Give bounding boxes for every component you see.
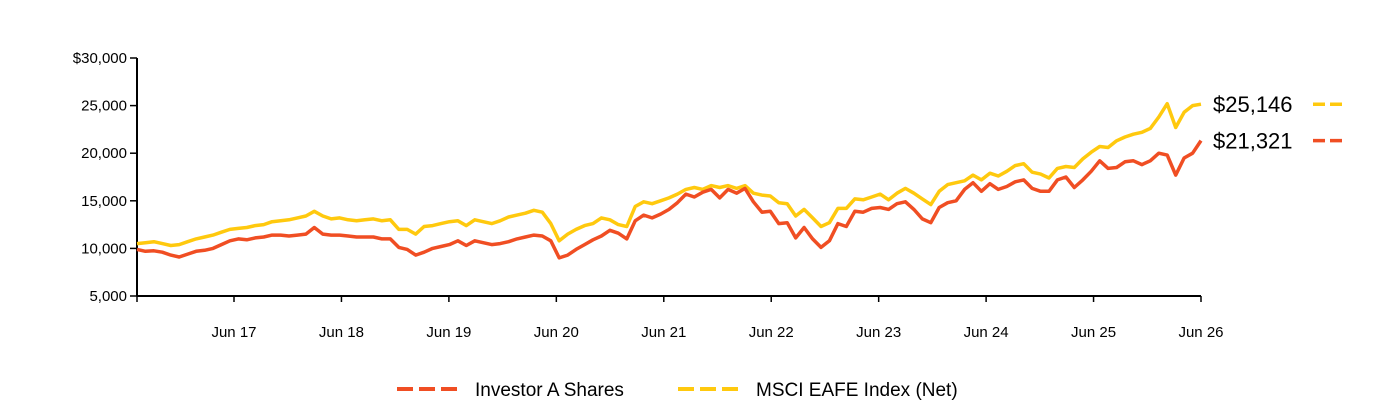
legend: Investor A Shares MSCI EAFE Index (Net) — [397, 380, 958, 401]
series-line-0 — [136, 139, 1203, 260]
end-value-label: $25,146 — [1213, 92, 1293, 117]
y-tick-label: 10,000 — [81, 240, 127, 257]
y-tick-label: 20,000 — [81, 145, 127, 162]
end-labels: $21,321 $25,146 — [1213, 92, 1343, 154]
x-tick-label: Jun 24 — [964, 324, 1009, 341]
x-tick-label: Jun 17 — [211, 324, 256, 341]
x-tick-label: Jun 26 — [1178, 324, 1223, 341]
legend-label: MSCI EAFE Index (Net) — [756, 380, 958, 401]
end-value-label: $21,321 — [1213, 129, 1293, 154]
y-tick-label: 5,000 — [89, 288, 127, 305]
x-tick-label: Jun 23 — [856, 324, 901, 341]
y-tick-label: 15,000 — [81, 193, 127, 210]
y-tick-label: $30,000 — [73, 50, 127, 67]
x-tick-label: Jun 18 — [319, 324, 364, 341]
y-axis: 5,000 10,000 15,000 20,000 25,000 $30,000 — [73, 50, 138, 305]
x-tick-label: Jun 21 — [641, 324, 686, 341]
y-tick-label: 25,000 — [81, 98, 127, 115]
x-tick-label: Jun 25 — [1071, 324, 1116, 341]
x-tick-label: Jun 20 — [534, 324, 579, 341]
x-axis: Jun 17 Jun 18 Jun 19 Jun 20 Jun 21 Jun 22 Jun … — [136, 295, 1224, 341]
x-tick-label: Jun 22 — [749, 324, 794, 341]
x-tick-label: Jun 19 — [426, 324, 471, 341]
plot-area — [136, 101, 1203, 260]
legend-label: Investor A Shares — [475, 380, 624, 401]
series-line-1 — [136, 101, 1202, 248]
